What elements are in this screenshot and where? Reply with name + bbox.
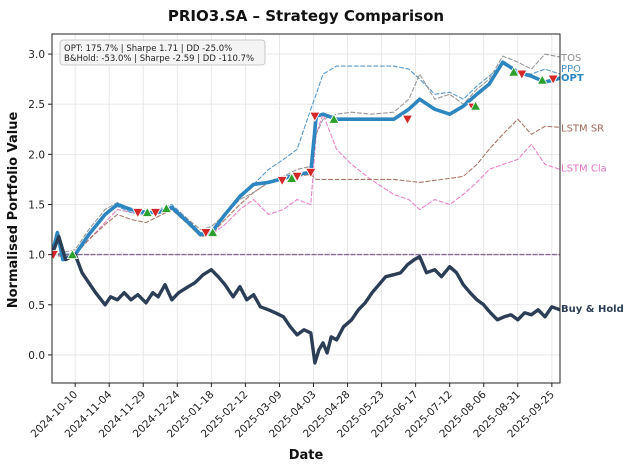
- series-line-buy-hold: [52, 234, 560, 365]
- sell-marker: [516, 69, 528, 80]
- info-line-buyhold: B&Hold: -53.0% | Sharpe -2.59 | DD -110.…: [64, 54, 254, 64]
- y-axis: 0.0 0.5 1.0 1.5 2.0 2.5 3.0: [28, 49, 52, 362]
- series-line-ppo: [52, 63, 560, 256]
- sell-marker: [309, 111, 321, 123]
- buy-marker: [469, 100, 482, 111]
- y-tick-label: 2.5: [28, 99, 45, 111]
- buy-marker: [286, 172, 298, 183]
- y-tick-label: 1.0: [28, 250, 45, 262]
- y-tick-label: 2.0: [28, 149, 45, 161]
- info-box: OPT: 175.7% | Sharpe 1.71 | DD -25.0% B&…: [59, 39, 266, 66]
- plot-frame: [51, 33, 561, 384]
- sell-marker: [401, 114, 414, 126]
- end-label-ppo: PPO: [561, 64, 581, 75]
- y-tick-label: 0.5: [28, 300, 45, 312]
- buy-marker: [160, 202, 173, 213]
- buy-marker: [328, 113, 340, 124]
- sell-marker: [291, 172, 303, 183]
- info-line-opt: OPT: 175.7% | Sharpe 1.71 | DD -25.0%: [64, 44, 232, 54]
- end-label-lstm-sr: LSTM SR: [561, 123, 604, 134]
- sell-marker: [132, 208, 144, 219]
- x-axis: 2024-10-102024-11-042024-11-292024-12-24…: [29, 383, 557, 440]
- buy-marker: [141, 206, 154, 217]
- sell-marker: [149, 208, 162, 219]
- info-box-background: [59, 39, 266, 66]
- grid: [52, 34, 560, 383]
- buy-marker: [207, 226, 219, 237]
- sell-marker: [305, 167, 317, 179]
- sell-marker: [276, 176, 288, 187]
- end-label-buy-hold: Buy & Hold: [561, 304, 624, 315]
- end-label-opt: OPT: [561, 73, 584, 84]
- x-axis-label: Date: [289, 448, 324, 463]
- y-tick-label: 1.5: [28, 199, 45, 211]
- chart-title: PRIO3.SA – Strategy Comparison: [168, 7, 444, 25]
- y-axis-label: Normalised Portfolio Value: [6, 112, 21, 309]
- buy-marker: [508, 66, 520, 77]
- buy-marker: [536, 74, 548, 85]
- sell-marker: [52, 250, 60, 261]
- plot-area: [52, 53, 560, 365]
- end-label-tos: TOS: [560, 53, 581, 64]
- y-tick-label: 0.0: [28, 350, 45, 362]
- buy-marker: [66, 248, 79, 260]
- sell-marker: [547, 74, 559, 85]
- y-tick-label: 3.0: [28, 49, 45, 61]
- sell-marker: [200, 228, 212, 239]
- end-label-lstm-cla: LSTM Cla: [561, 163, 607, 174]
